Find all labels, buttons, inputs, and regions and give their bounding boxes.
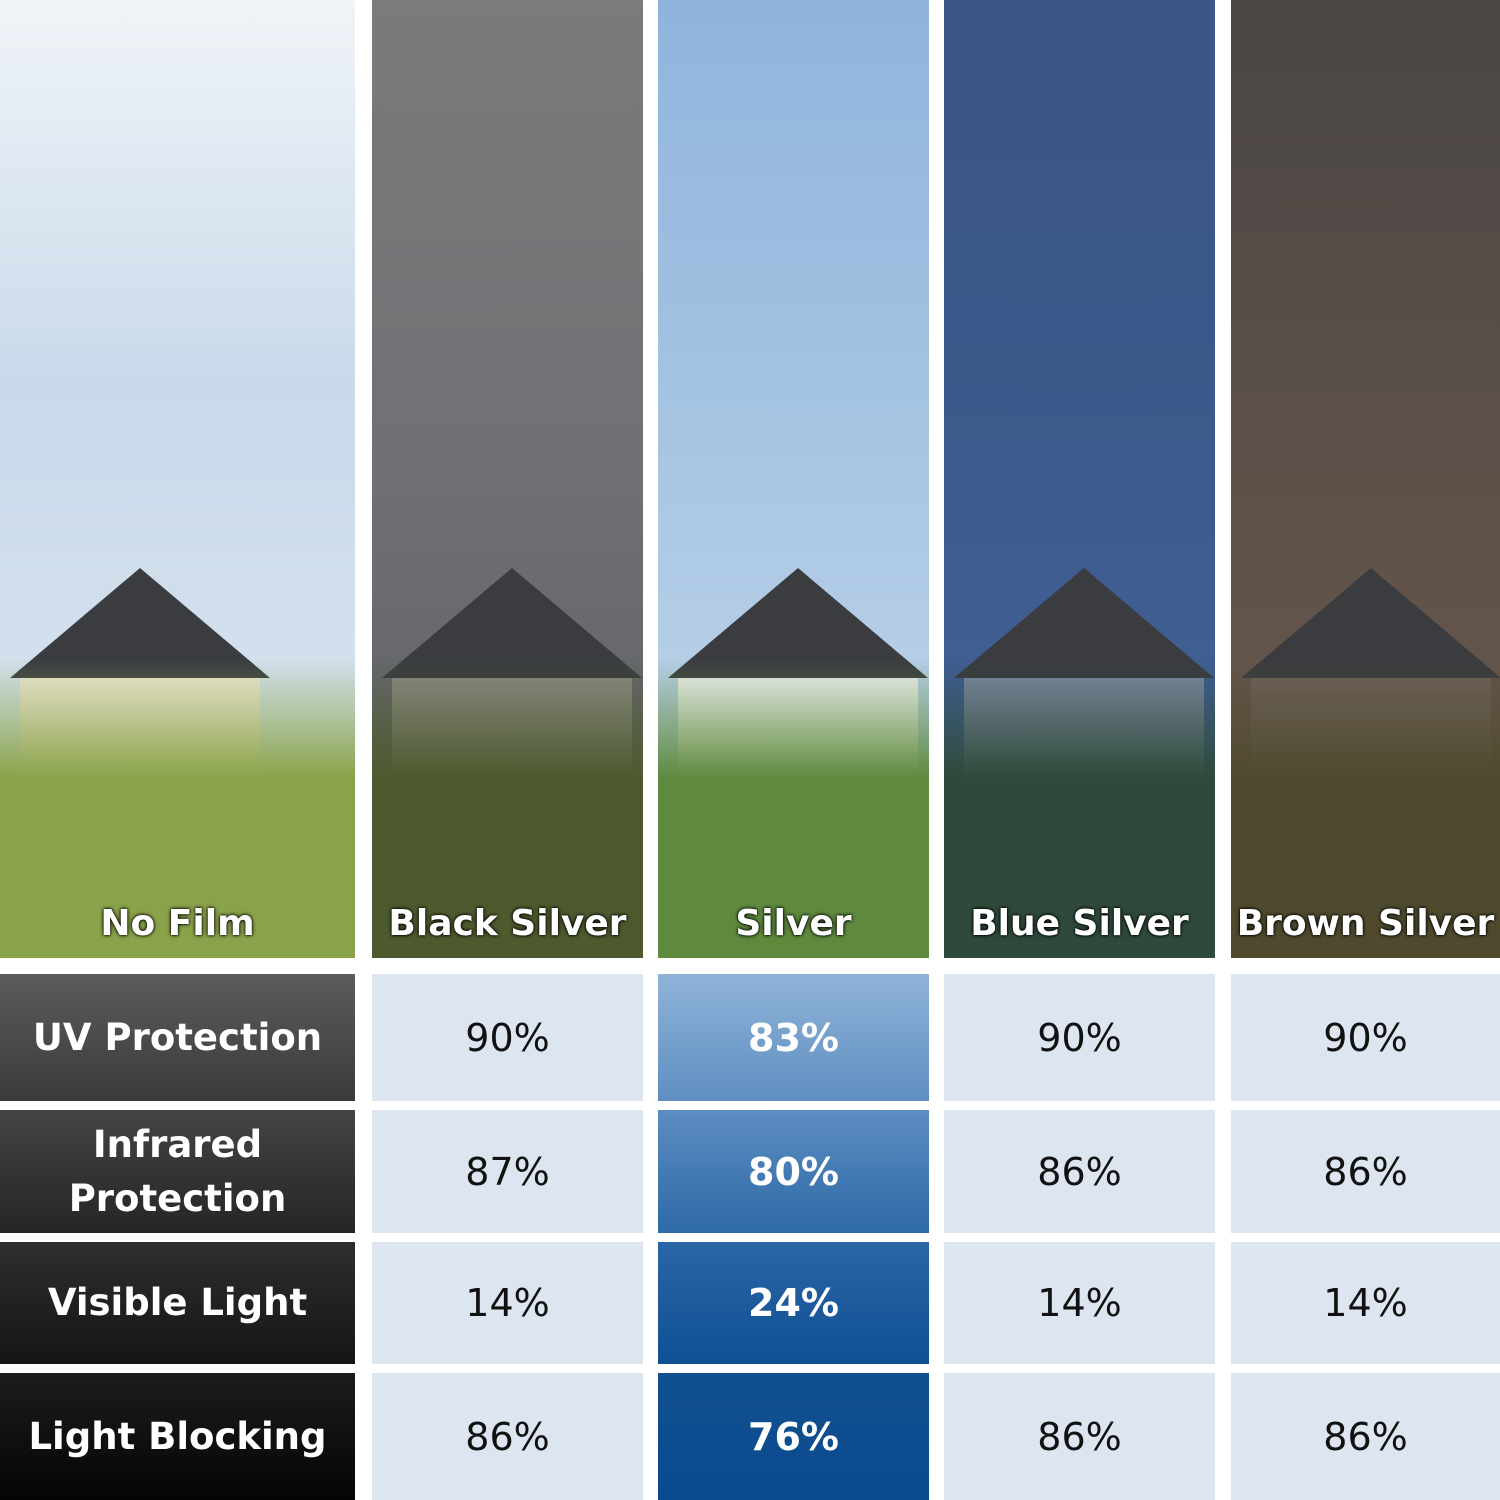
value-cell: 24%: [658, 1242, 929, 1364]
value-cell: 76%: [658, 1373, 929, 1500]
row-label: Light Blocking: [0, 1373, 355, 1500]
trees-and-hedges: [658, 658, 929, 958]
trees-and-hedges: [372, 658, 643, 958]
row-label: UV Protection: [0, 974, 355, 1101]
value-cell: 90%: [372, 974, 643, 1101]
value-cell: 14%: [944, 1242, 1215, 1364]
film-name: Brown Silver: [1236, 903, 1495, 944]
film-name: Blue Silver: [970, 903, 1189, 944]
value-cell: 80%: [658, 1110, 929, 1233]
film-name: Black Silver: [388, 903, 627, 944]
value-cell: 86%: [944, 1110, 1215, 1233]
film-name: Silver: [735, 903, 852, 944]
film-photo-3: Blue Silver: [944, 0, 1215, 958]
row-label: Visible Light: [0, 1242, 355, 1364]
trees-and-hedges: [1231, 658, 1500, 958]
value-cell: 83%: [658, 974, 929, 1101]
value-cell: 87%: [372, 1110, 643, 1233]
value-cell: 86%: [1231, 1373, 1500, 1500]
row-label: Infrared Protection: [0, 1110, 355, 1233]
value-cell: 86%: [944, 1373, 1215, 1500]
value-cell: 14%: [372, 1242, 643, 1364]
value-cell: 90%: [944, 974, 1215, 1101]
film-photo-4: Brown Silver: [1231, 0, 1500, 958]
film-photo-2: Silver: [658, 0, 929, 958]
film-photo-0: No Film: [0, 0, 355, 958]
value-cell: 86%: [372, 1373, 643, 1500]
trees-and-hedges: [944, 658, 1215, 958]
value-cell: 14%: [1231, 1242, 1500, 1364]
film-name: No Film: [100, 903, 255, 944]
value-cell: 90%: [1231, 974, 1500, 1101]
value-cell: 86%: [1231, 1110, 1500, 1233]
trees-and-hedges: [0, 658, 355, 958]
film-photo-1: Black Silver: [372, 0, 643, 958]
